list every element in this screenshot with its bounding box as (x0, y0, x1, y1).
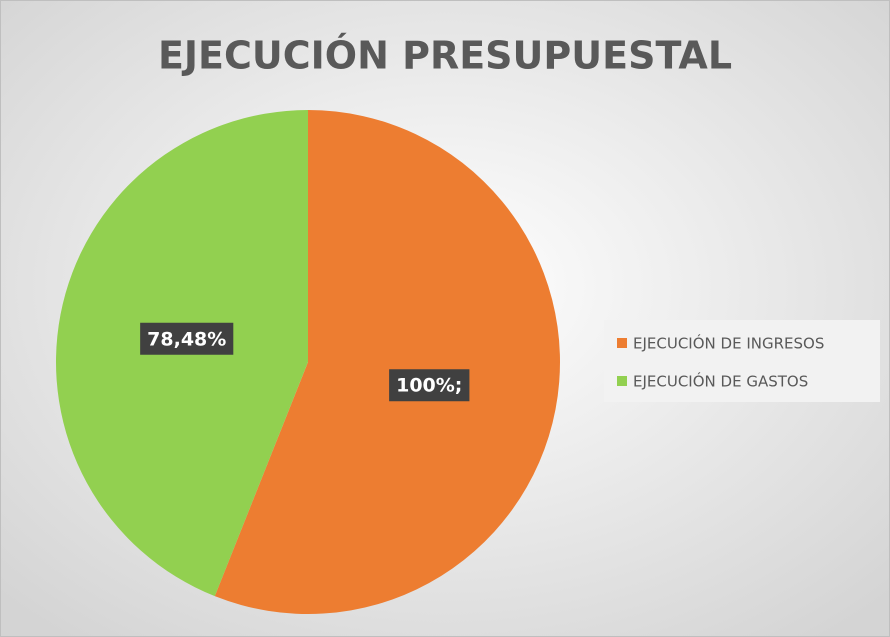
legend-box (604, 320, 880, 402)
data-label-box (389, 369, 470, 402)
legend-label: EJECUCIÓN DE INGRESOS (633, 334, 824, 353)
pie-slice (214, 110, 560, 615)
data-label: 78,48% (147, 328, 226, 350)
legend-swatch (617, 376, 627, 386)
data-label: 100%; (396, 375, 462, 397)
chart-title: EJECUCIÓN PRESUPUESTAL (158, 34, 732, 78)
legend-swatch (617, 338, 627, 348)
data-label-box (140, 322, 234, 355)
legend-label: EJECUCIÓN DE GASTOS (633, 372, 808, 391)
